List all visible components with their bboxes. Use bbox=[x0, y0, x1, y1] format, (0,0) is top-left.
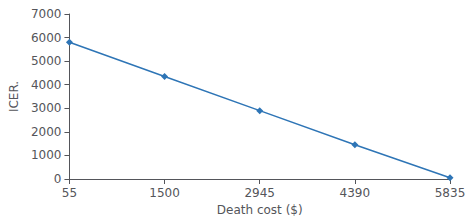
svg-text:5000: 5000 bbox=[31, 54, 62, 68]
svg-text:ICER.: ICER. bbox=[7, 81, 21, 112]
svg-text:Death cost ($): Death cost ($) bbox=[217, 203, 303, 217]
svg-text:4390: 4390 bbox=[340, 186, 371, 200]
svg-text:0: 0 bbox=[54, 172, 62, 186]
svg-text:2945: 2945 bbox=[244, 186, 275, 200]
svg-text:6000: 6000 bbox=[31, 31, 62, 45]
svg-text:5835: 5835 bbox=[435, 186, 466, 200]
svg-text:7000: 7000 bbox=[31, 7, 62, 21]
svg-text:1000: 1000 bbox=[31, 148, 62, 162]
svg-text:55: 55 bbox=[62, 186, 77, 200]
svg-text:1500: 1500 bbox=[149, 186, 180, 200]
svg-text:2000: 2000 bbox=[31, 125, 62, 139]
svg-text:4000: 4000 bbox=[31, 78, 62, 92]
svg-text:3000: 3000 bbox=[31, 101, 62, 115]
